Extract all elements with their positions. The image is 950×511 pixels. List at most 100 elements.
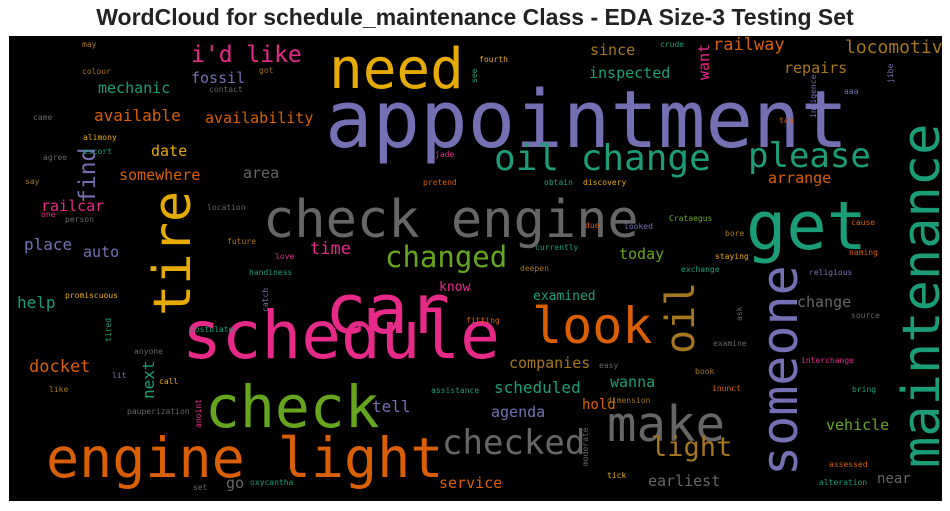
word-check: check (205, 373, 380, 441)
word-car: car (325, 270, 450, 350)
word-tab: tab (779, 116, 794, 125)
word-source: source (851, 311, 880, 320)
word-schedule: schedule (182, 297, 500, 374)
word-place: place (24, 235, 73, 254)
word-engine-light: engine light (46, 426, 444, 490)
word-earliest: earliest (648, 472, 721, 490)
word-discovery: discovery (583, 178, 627, 187)
word-tell: tell (372, 397, 411, 416)
word-help: help (17, 293, 56, 312)
word-anyone: anyone (134, 347, 163, 356)
word-moderate: moderate (581, 427, 590, 466)
word-interchange: interchange (801, 356, 854, 365)
word-mechanic: mechanic (98, 79, 171, 97)
word-go: go (226, 474, 245, 492)
word-light: light (651, 432, 733, 463)
word-fossil: fossil (191, 69, 246, 87)
word-area: area (243, 164, 280, 182)
word-tick: tick (607, 471, 627, 480)
word-get: get (746, 187, 868, 265)
word-examined: examined (533, 289, 596, 304)
word-somewhere: somewhere (119, 166, 201, 184)
word-arrange: arrange (768, 169, 832, 187)
word-appointment: appointment (325, 74, 849, 166)
word-call: call (159, 377, 179, 386)
word-religious: religious (809, 268, 853, 277)
word-since: since (590, 41, 636, 59)
word-currently: currently (535, 243, 579, 252)
word-bring: bring (852, 385, 877, 394)
word-companies: companies (509, 354, 591, 372)
word-naming: naming (849, 248, 878, 257)
word-inspected: inspected (589, 64, 671, 82)
word-bore: bore (725, 229, 745, 238)
word-know: know (439, 280, 471, 295)
word-wanna: wanna (610, 373, 656, 391)
word-one: one (41, 210, 56, 219)
word-tire: tire (143, 190, 203, 316)
word-examine: examine (713, 339, 747, 348)
word-due: due (585, 221, 600, 230)
word-pretend: pretend (423, 178, 457, 187)
word-service: service (439, 474, 503, 492)
word-i-d-like: i'd like (191, 42, 302, 68)
word-lit: lit (112, 371, 127, 380)
word-handiness: handiness (249, 268, 293, 277)
word-change: change (797, 293, 852, 311)
word-please: please (748, 136, 871, 176)
word-availability: availability (205, 109, 314, 127)
word-exchange: exchange (681, 265, 720, 274)
word-agree: agree (43, 153, 68, 162)
word-next: next (139, 360, 158, 399)
word-locomotive: locomotive (845, 37, 942, 58)
word-catch: catch (261, 287, 270, 312)
word-set: set (193, 483, 208, 492)
word-today: today (619, 245, 665, 263)
word-may: may (82, 40, 97, 49)
word-assessed: assessed (829, 460, 868, 469)
word-jibe: jibe (886, 63, 895, 83)
word-crude: crude (660, 40, 685, 49)
word-anoint: anoint (194, 399, 203, 428)
word-colour: colour (82, 67, 111, 76)
word-oil-change: oil change (494, 138, 711, 179)
word-jade: jade (435, 150, 455, 159)
word-indigence: indigence (809, 74, 818, 118)
word-location: location (207, 203, 246, 212)
word-tired: tired (104, 317, 113, 342)
word-love: love (275, 252, 295, 261)
word-alimony: alimony (83, 133, 117, 142)
word-time: time (310, 239, 351, 259)
word-check-engine: check engine (263, 190, 639, 250)
word-maintenance: maintenance (892, 123, 942, 468)
word-auto: auto (83, 243, 120, 261)
word-crataegus: Crataegus (669, 214, 713, 223)
word-postulate: postulate (190, 325, 234, 334)
word-say: say (25, 177, 40, 186)
word-hold: hold (582, 397, 616, 413)
word-oil: oil (658, 281, 704, 354)
word-changed: changed (385, 240, 508, 274)
word-person: person (65, 215, 94, 224)
word-easy: easy (599, 361, 619, 370)
word-escort: escort (83, 147, 112, 156)
word-make: make (607, 396, 726, 453)
word-cloud: appointment check engine schedule car engine… (9, 36, 942, 501)
word-oxycantha: oxycantha (250, 478, 294, 487)
word-pauperization: pauperization (127, 407, 190, 416)
word-inunct: inunct (712, 384, 741, 393)
word-alteration: alteration (819, 478, 868, 487)
word-book: book (695, 367, 715, 376)
word-railway: railway (713, 36, 785, 55)
word-scheduled: scheduled (494, 378, 581, 397)
word-contact: contact (209, 85, 243, 94)
word-railcar: railcar (41, 197, 105, 215)
word-date: date (151, 142, 188, 160)
word-fitting: fitting (466, 316, 500, 325)
word-want: want (695, 43, 713, 80)
word-future: future (227, 237, 256, 246)
word-came: came (33, 113, 53, 122)
word-staying: staying (715, 252, 749, 261)
word-agenda: agenda (491, 403, 546, 421)
word-aaa: aaa (844, 87, 859, 96)
